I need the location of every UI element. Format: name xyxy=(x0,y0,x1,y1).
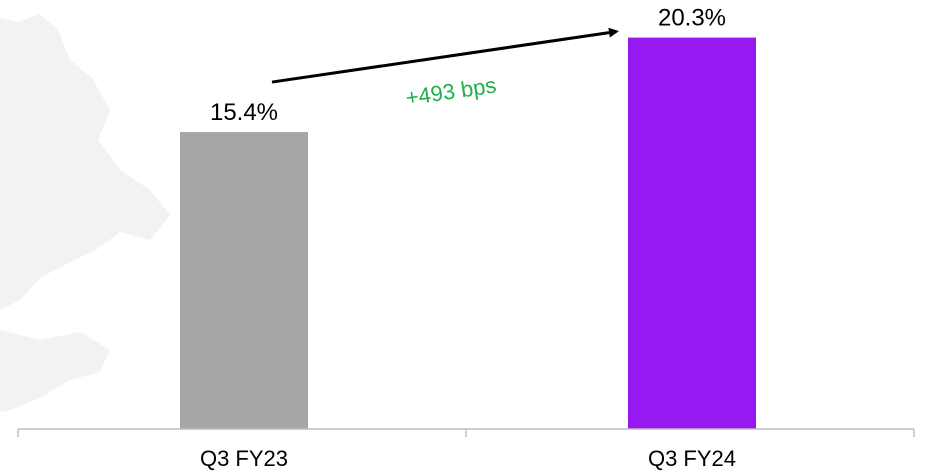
bars-layer xyxy=(180,37,756,430)
background-map-shape xyxy=(0,14,170,412)
growth-annotation: +493 bps xyxy=(404,72,498,110)
bar-q3-fy23 xyxy=(180,132,308,429)
bar-q3-fy24 xyxy=(628,37,756,430)
category-label: Q3 FY24 xyxy=(648,446,736,471)
data-label: 20.3% xyxy=(658,5,726,32)
category-label: Q3 FY23 xyxy=(200,446,288,471)
data-label: 15.4% xyxy=(210,99,278,126)
growth-arrow xyxy=(271,27,619,84)
labels-layer: 15.4% Q3 FY23 20.3% Q3 FY24 xyxy=(200,5,736,471)
